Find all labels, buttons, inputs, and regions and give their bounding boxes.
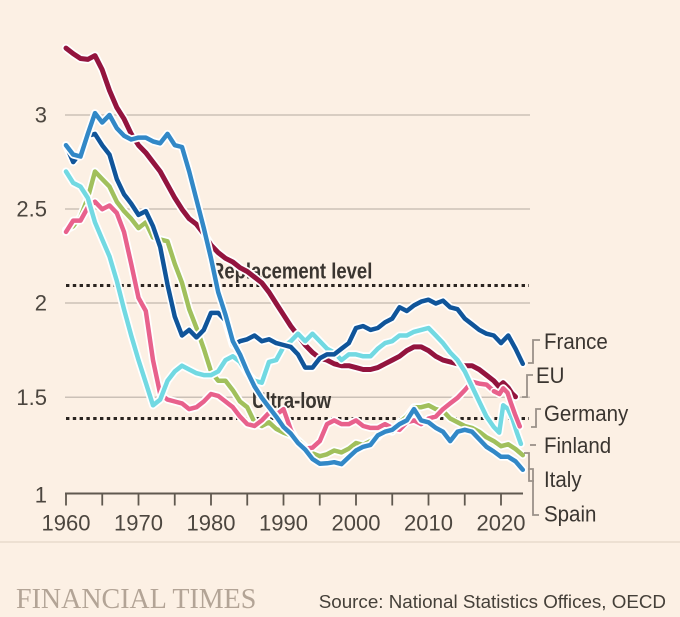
svg-text:France: France [544,329,608,354]
svg-text:2000: 2000 [332,511,381,536]
svg-text:1: 1 [35,483,47,508]
svg-text:Italy: Italy [544,467,582,492]
svg-text:1990: 1990 [259,511,308,536]
svg-text:3: 3 [35,103,47,128]
svg-text:1980: 1980 [187,511,236,536]
svg-text:EU: EU [536,363,564,388]
svg-text:1970: 1970 [114,511,163,536]
svg-text:2.5: 2.5 [16,197,47,222]
svg-text:1960: 1960 [42,511,91,536]
svg-text:2020: 2020 [477,511,526,536]
svg-text:Source: National Statistics Of: Source: National Statistics Offices, OEC… [319,591,666,612]
svg-text:Finland: Finland [544,433,611,458]
svg-text:Germany: Germany [544,401,628,426]
svg-text:2: 2 [35,291,47,316]
svg-text:Spain: Spain [544,502,596,527]
svg-text:1.5: 1.5 [16,385,47,410]
svg-text:2010: 2010 [404,511,453,536]
svg-text:FINANCIAL TIMES: FINANCIAL TIMES [16,584,256,615]
